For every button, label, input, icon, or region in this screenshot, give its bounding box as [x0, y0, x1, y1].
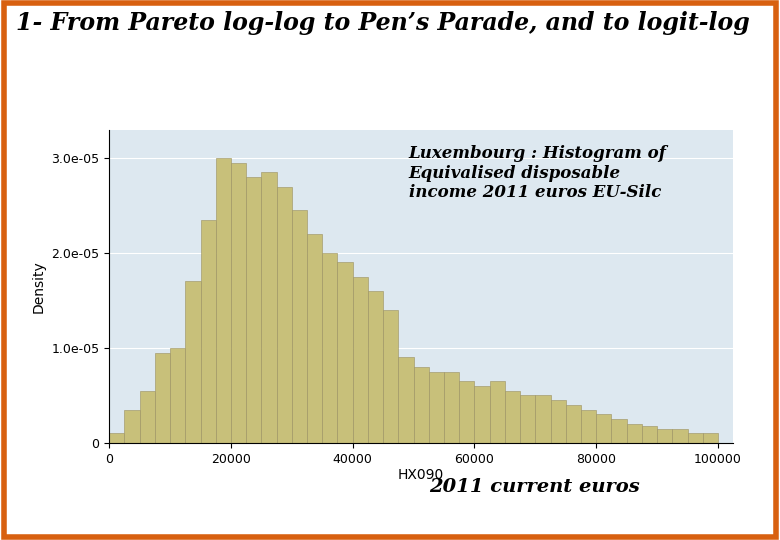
Bar — [383, 310, 399, 443]
Bar — [140, 390, 155, 443]
Bar — [566, 405, 581, 443]
Bar — [277, 186, 292, 443]
Bar — [596, 414, 612, 443]
Bar — [474, 386, 490, 443]
Bar — [413, 367, 429, 443]
Bar — [170, 348, 186, 443]
Bar — [368, 291, 383, 443]
Bar — [307, 234, 322, 443]
Bar — [687, 433, 703, 443]
Bar — [490, 381, 505, 443]
X-axis label: HX090: HX090 — [398, 468, 445, 482]
Text: 2011 current euros: 2011 current euros — [429, 478, 640, 496]
Y-axis label: Density: Density — [32, 260, 46, 313]
Bar — [353, 276, 368, 443]
Bar — [186, 281, 200, 443]
Bar — [459, 381, 474, 443]
Bar — [626, 424, 642, 443]
Bar — [672, 429, 687, 443]
Bar — [551, 400, 566, 443]
Bar — [109, 433, 125, 443]
Bar — [292, 210, 307, 443]
Bar — [216, 158, 231, 443]
Text: 1- From Pareto log-log to Pen’s Parade, and to logit-log: 1- From Pareto log-log to Pen’s Parade, … — [16, 11, 750, 35]
Bar — [612, 419, 626, 443]
Bar — [125, 409, 140, 443]
Bar — [657, 429, 672, 443]
Bar — [703, 433, 718, 443]
Bar — [399, 357, 413, 443]
Bar — [322, 253, 338, 443]
Bar — [444, 372, 459, 443]
Bar — [261, 172, 277, 443]
Bar — [429, 372, 444, 443]
Bar — [155, 353, 170, 443]
Bar — [200, 220, 216, 443]
Bar — [505, 390, 520, 443]
Text: Luxembourg : Histogram of
Equivalised disposable
income 2011 euros EU-Silc: Luxembourg : Histogram of Equivalised di… — [409, 145, 667, 201]
Bar — [231, 163, 246, 443]
Bar — [520, 395, 535, 443]
Bar — [535, 395, 551, 443]
Bar — [246, 177, 261, 443]
Bar — [338, 262, 353, 443]
Bar — [581, 409, 596, 443]
Bar — [642, 426, 657, 443]
